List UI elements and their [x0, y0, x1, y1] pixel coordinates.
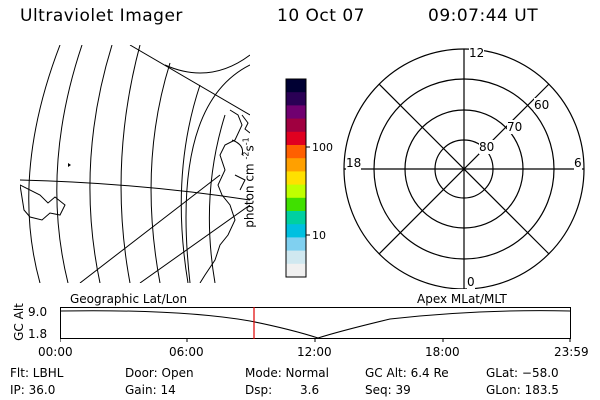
coastline — [20, 109, 250, 283]
colorbar-band — [286, 79, 306, 93]
colorbar: 100 10 photon cm -2s-1 — [242, 75, 342, 285]
polar-plot: 12 0 18 6 60 70 80 — [340, 44, 585, 290]
colorbar-band — [286, 237, 306, 252]
colorbar-band — [286, 118, 306, 133]
glon-status: GLon: 183.5 — [486, 383, 559, 397]
colorbar-scale — [285, 78, 310, 278]
mlt-label-12: 12 — [469, 46, 485, 60]
colorbar-band — [286, 263, 306, 278]
mlt-label-18: 18 — [346, 156, 362, 170]
unit-text-s: s — [242, 145, 257, 152]
position-marker-icon — [68, 163, 71, 167]
timeline-xtick-3: 18:00 — [425, 345, 460, 359]
mode-status: Mode: Normal — [245, 366, 329, 380]
colorbar-band — [286, 158, 306, 172]
colorbar-band — [286, 92, 306, 106]
colorbar-band — [286, 131, 306, 146]
polar-grid — [343, 48, 585, 290]
colorbar-band — [286, 197, 306, 212]
glat-status: GLat: −58.0 — [486, 366, 559, 380]
seq-status: Seq: 39 — [365, 383, 411, 397]
lat-label-70: 70 — [507, 120, 523, 134]
colorbar-band — [286, 211, 306, 225]
unit-exponent-1: -2 — [241, 151, 251, 160]
colorbar-band — [286, 145, 306, 159]
filter-status: Flt: LBHL — [10, 366, 64, 380]
colorbar-band — [286, 184, 306, 199]
timeline-xtick-1: 06:00 — [169, 345, 204, 359]
timeline-axis-label: GC Alt — [11, 303, 26, 341]
colorbar-unit-label: photon cm -2s-1 — [242, 137, 257, 227]
app-title: Ultraviolet Imager — [20, 6, 183, 26]
dsp-label: Dsp: — [245, 383, 273, 397]
timeline-left-title: Geographic Lat/Lon — [70, 292, 188, 306]
colorbar-band — [286, 250, 306, 265]
colorbar-tick-10: 10 — [312, 229, 326, 242]
door-status: Door: Open — [125, 366, 194, 380]
timeline-right-title: Apex MLat/MLT — [417, 292, 507, 306]
timeline-ytick-top: 9.0 — [28, 305, 48, 319]
colorbar-band — [286, 224, 306, 238]
timeline-plot — [60, 307, 571, 342]
timeline-ytick-bottom: 1.8 — [28, 327, 48, 341]
dsp-value: 3.6 — [300, 383, 320, 397]
orbit-timeline: Geographic Lat/Lon Apex MLat/MLT GC Alt … — [10, 292, 595, 362]
time-label: 09:07:44 UT — [428, 6, 539, 26]
gain-status: Gain: 14 — [125, 383, 176, 397]
map-graticule — [20, 45, 250, 283]
lat-label-80: 80 — [479, 140, 495, 154]
date-label: 10 Oct 07 — [277, 6, 365, 26]
colorbar-band — [286, 105, 306, 120]
unit-exponent-2: -1 — [241, 137, 251, 146]
timeline-xtick-2: 12:00 — [297, 345, 332, 359]
mlt-label-6: 6 — [574, 156, 582, 170]
colorbar-tick-100: 100 — [312, 141, 333, 154]
colorbar-band — [286, 171, 306, 186]
timeline-xtick-4: 23:59 — [554, 345, 589, 359]
unit-text: photon cm — [242, 163, 257, 228]
gc-alt-status: GC Alt: 6.4 Re — [365, 366, 449, 380]
ip-status: IP: 36.0 — [10, 383, 56, 397]
lat-label-60: 60 — [534, 98, 550, 112]
mlt-label-0: 0 — [467, 275, 475, 289]
geographic-map — [20, 45, 250, 283]
timeline-xtick-0: 00:00 — [38, 345, 73, 359]
